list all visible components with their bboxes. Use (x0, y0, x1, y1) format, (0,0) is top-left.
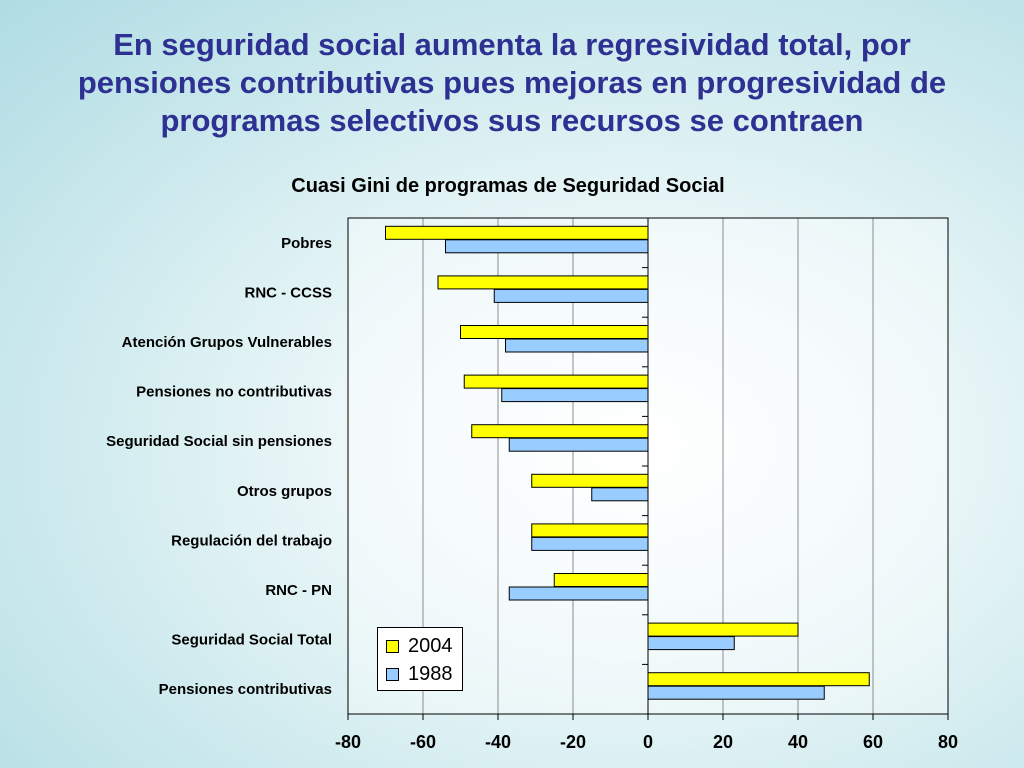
category-label: Atención Grupos Vulnerables (122, 334, 332, 351)
legend-swatch-2004 (386, 639, 399, 653)
category-label: Otros grupos (237, 483, 332, 500)
slide-title-line: En seguridad social aumenta la regresivi… (113, 27, 911, 62)
bar-1988 (493, 288, 649, 303)
bar-2004 (463, 374, 649, 389)
bar-2004 (647, 622, 799, 637)
legend-label-1988: 1988 (408, 662, 453, 685)
bar-1988 (508, 586, 649, 601)
category-label: Seguridad Social Total (171, 632, 332, 649)
x-tick-label: 0 (643, 732, 653, 752)
category-label: RNC - PN (265, 582, 332, 599)
bar-1988 (445, 239, 649, 254)
bar-2004 (437, 275, 649, 290)
bar-2004 (471, 424, 649, 439)
category-label: Pobres (281, 235, 332, 252)
x-tick-label: -60 (410, 732, 436, 752)
bar-2004 (647, 672, 870, 687)
bar-1988 (647, 636, 735, 651)
x-tick-label: -80 (335, 732, 361, 752)
chart-legend: 2004 1988 (377, 627, 463, 691)
category-label: Regulación del trabajo (171, 532, 332, 549)
legend-item-1988: 1988 (386, 663, 453, 685)
bar-2004 (385, 225, 649, 240)
x-tick-label: -40 (485, 732, 511, 752)
category-label: Pensiones no contributivas (136, 384, 332, 401)
slide-title: En seguridad social aumenta la regresivi… (30, 26, 994, 140)
category-label: Seguridad Social sin pensiones (106, 433, 332, 450)
legend-item-2004: 2004 (386, 635, 453, 657)
chart-title: Cuasi Gini de programas de Seguridad Soc… (291, 175, 725, 197)
bar-2004 (531, 523, 649, 538)
slide-title-line: programas selectivos sus recursos se con… (160, 103, 864, 138)
category-label: Pensiones contributivas (159, 681, 332, 698)
x-tick-label: 80 (938, 732, 958, 752)
bar-2004 (460, 325, 649, 339)
slide-title-line: pensiones contributivas pues mejoras en … (77, 65, 947, 100)
bar-1988 (647, 685, 825, 700)
bar-1988 (591, 487, 649, 502)
legend-label-2004: 2004 (408, 634, 453, 657)
bar-1988 (508, 437, 649, 452)
bar-1988 (531, 536, 649, 551)
bar-2004 (531, 473, 649, 488)
x-tick-label: -20 (560, 732, 586, 752)
bar-1988 (501, 388, 649, 403)
bar-1988 (505, 338, 649, 353)
category-label: RNC - CCSS (244, 284, 332, 301)
bar-2004 (553, 573, 649, 587)
legend-swatch-1988 (386, 667, 399, 681)
x-tick-label: 20 (713, 732, 733, 752)
x-tick-label: 60 (863, 732, 883, 752)
x-tick-label: 40 (788, 732, 808, 752)
